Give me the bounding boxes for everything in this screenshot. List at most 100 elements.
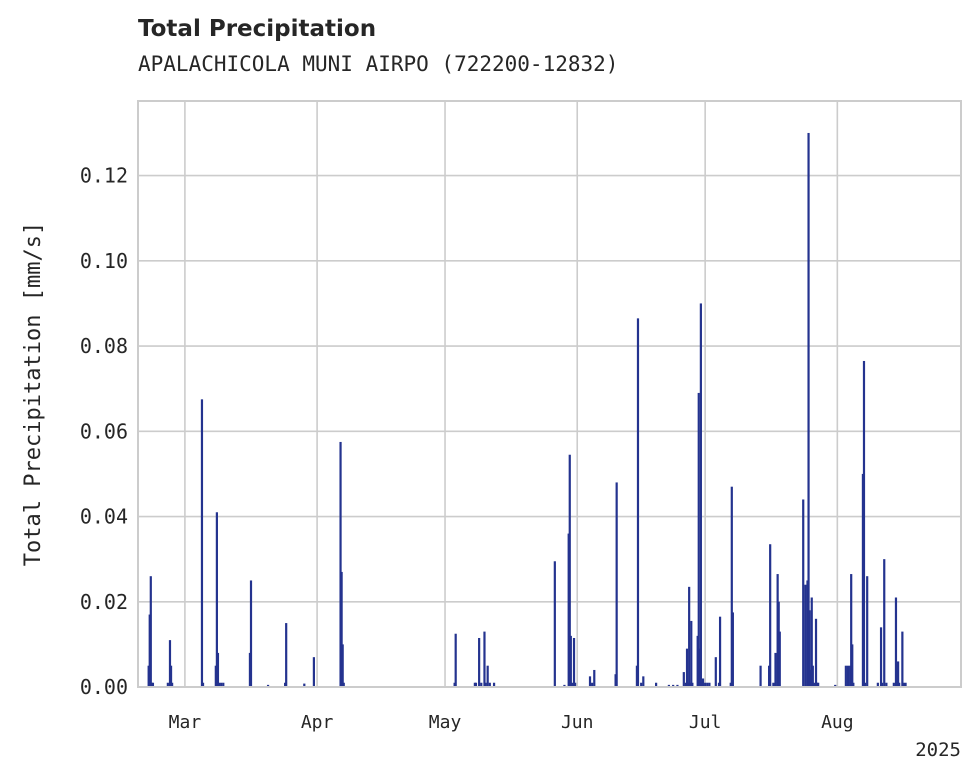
plot-frame [137, 100, 962, 688]
precip-bar [217, 682, 221, 687]
precip-bar [769, 544, 772, 687]
precip-bar [697, 392, 700, 687]
precip-bar [850, 574, 853, 687]
y-tick-label: 0.12 [80, 164, 128, 188]
y-tick-label: 0.08 [80, 334, 128, 358]
precip-bar [708, 682, 711, 687]
precip-bar [883, 559, 886, 687]
precip-bar [814, 618, 818, 687]
precip-bar [844, 665, 847, 687]
precip-bar [730, 486, 733, 687]
precip-bar [553, 561, 556, 687]
precip-bar [704, 682, 707, 687]
precip-bar [688, 586, 691, 687]
precip-bar [810, 597, 813, 687]
precip-bar [570, 682, 573, 687]
precip-bar [569, 635, 572, 687]
precip-bar [804, 584, 807, 687]
precip-bar [879, 627, 883, 687]
precip-bar [690, 620, 693, 687]
precip-bar [897, 661, 900, 687]
precip-bar [563, 684, 566, 687]
precip-bar [759, 665, 762, 687]
precip-bar [572, 637, 576, 687]
precip-bar [492, 682, 496, 687]
precip-bar [881, 682, 884, 687]
precip-bar [488, 682, 491, 687]
precip-bar [480, 682, 483, 687]
precip-bar [340, 571, 343, 687]
bars [147, 132, 907, 688]
precip-bar [714, 657, 717, 687]
precip-bar [846, 665, 850, 687]
precip-bar [168, 640, 172, 687]
precip-bar [672, 684, 675, 687]
precip-bar [171, 682, 174, 687]
precip-bar [802, 499, 805, 687]
precip-bar [685, 648, 689, 687]
precip-bar [812, 682, 815, 687]
precip-bar [655, 682, 658, 687]
precip-bar [876, 682, 879, 687]
precip-bar [866, 576, 869, 687]
precip-bar [341, 644, 344, 687]
precip-bar [591, 682, 594, 687]
y-axis-ticks: 0.00 0.02 0.04 0.06 0.08 0.10 0.12 [80, 164, 128, 699]
y-tick-label: 0.10 [80, 249, 128, 273]
precip-bar [166, 682, 169, 687]
precip-bar [266, 684, 270, 687]
precip-bar [303, 683, 306, 687]
precip-bar [593, 669, 596, 687]
precip-bar [285, 623, 288, 687]
y-tick-label: 0.06 [80, 419, 128, 443]
precip-bar [852, 682, 855, 687]
precip-bar [215, 512, 218, 687]
precip-bar [588, 676, 592, 687]
precip-bar [249, 580, 253, 687]
precip-bar [691, 682, 694, 687]
x-tick-label: Apr [301, 712, 334, 733]
precip-bar [772, 682, 775, 687]
precip-bar [807, 132, 810, 688]
precip-bar [863, 682, 867, 687]
precip-bar [851, 644, 854, 687]
precip-bar [568, 454, 571, 687]
chart-title: Total Precipitation [138, 16, 377, 42]
x-axis-year-label: 2025 [915, 739, 961, 761]
precip-bar [484, 682, 487, 687]
precip-bar [718, 616, 722, 687]
precip-bar [811, 665, 814, 687]
precip-bar [885, 682, 888, 687]
precip-bar [682, 672, 685, 687]
precip-bar [904, 682, 907, 687]
x-tick-label: Mar [169, 712, 202, 733]
precip-bar [699, 303, 702, 687]
precip-bar [483, 631, 486, 687]
grid-lines [138, 101, 961, 688]
precip-bar [862, 360, 866, 687]
precip-bar [676, 684, 679, 687]
precip-bar [573, 682, 577, 687]
precip-bar [216, 652, 220, 687]
x-tick-label: Aug [821, 712, 854, 733]
precip-bar [902, 682, 905, 687]
x-tick-label: Jun [561, 712, 594, 733]
y-axis-label: Total Precipitation [mm/s] [21, 222, 46, 566]
y-tick-label: 0.04 [80, 505, 128, 529]
precip-bar [200, 399, 204, 687]
precip-bar [222, 682, 225, 687]
precip-bar [667, 684, 670, 687]
precip-bar [834, 684, 837, 687]
precip-bar [478, 637, 481, 687]
precip-bar [474, 682, 478, 687]
precip-bar [454, 633, 457, 687]
chart-subtitle: APALACHICOLA MUNI AIRPO (722200-12832) [138, 52, 619, 76]
x-tick-label: May [429, 712, 462, 733]
precip-bar [149, 576, 152, 687]
x-tick-label: Jul [689, 712, 722, 733]
precip-bar [892, 682, 895, 687]
precip-bar [894, 597, 898, 687]
precip-bar [808, 610, 811, 687]
precip-bar [615, 482, 618, 687]
